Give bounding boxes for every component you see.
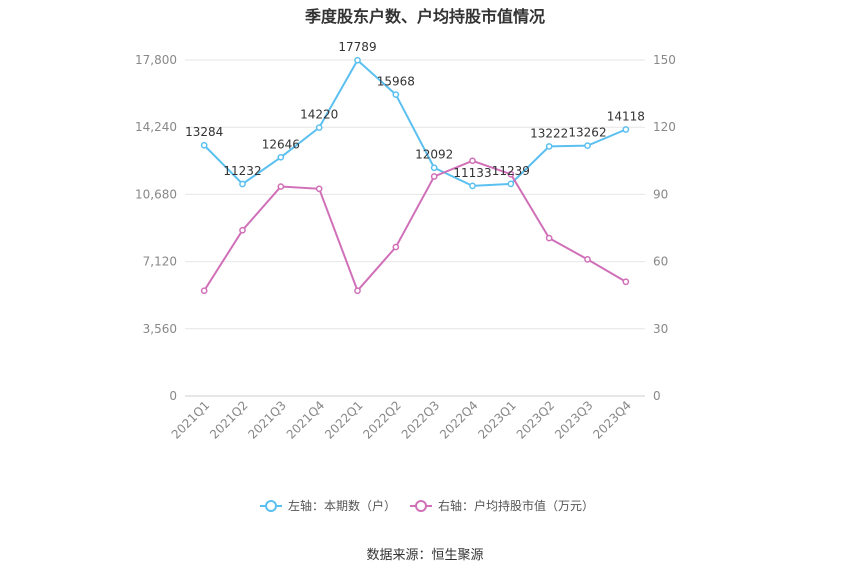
data-point [584,256,591,263]
data-point [277,153,285,161]
right-tick-label: 60 [653,255,668,269]
data-point [315,185,323,193]
source-note: 数据来源：恒生聚源 [366,548,484,563]
legend-label: 右轴：户均持股市值（万元） [438,498,594,513]
data-point [354,56,361,64]
right-tick-label: 30 [653,322,668,336]
right-tick-label: 90 [653,187,668,201]
series-line [203,58,627,187]
data-label: 12092 [415,148,453,162]
right-tick-label: 120 [653,120,676,134]
x-tick-label: 2023Q4 [590,398,634,442]
data-point [392,243,400,251]
left-tick-label: 17,800 [135,53,177,67]
x-tick-label: 2021Q3 [245,398,289,442]
left-tick-label: 14,240 [135,120,177,134]
data-label: 17789 [338,40,376,54]
data-point [200,287,208,295]
data-label: 15968 [377,75,415,89]
x-tick-label: 2021Q4 [284,398,328,442]
data-point [277,183,285,190]
data-point [430,164,438,172]
right-tick-label: 0 [653,389,661,403]
legend-marker [265,500,277,512]
data-point [239,226,246,234]
x-tick-label: 2021Q1 [169,398,213,442]
data-label: 14118 [607,110,645,124]
data-point [239,180,246,188]
data-point [354,287,361,295]
data-point [507,170,515,178]
data-point [430,173,438,180]
data-label: 13262 [568,126,606,140]
x-tick-label: 2022Q2 [360,398,404,442]
grid [185,59,645,397]
data-point [469,182,476,190]
data-point [469,157,476,165]
data-point [622,126,630,133]
series-line [203,159,627,293]
data-point [545,143,553,150]
legend-label: 左轴：本期数（户） [288,498,396,513]
left-y-axis: 0 3,560 7,120 10,680 14,240 17,800 [135,53,177,403]
series-points [200,56,630,295]
data-point [507,180,515,188]
data-point [315,124,323,131]
data-label: 12646 [262,137,300,151]
x-axis: 2021Q12021Q22021Q32021Q42022Q12022Q22022… [169,398,634,442]
left-tick-label: 10,680 [135,187,177,201]
data-point [622,278,630,286]
data-point [584,142,591,150]
x-tick-label: 2021Q2 [207,398,251,442]
data-label: 14220 [300,108,338,122]
data-label: 11239 [492,164,530,178]
legend[interactable]: 左轴：本期数（户） 右轴：户均持股市值（万元） [260,498,594,513]
x-tick-label: 2022Q4 [437,398,481,442]
data-point [545,234,553,242]
left-tick-label: 3,560 [143,322,177,336]
x-tick-label: 2022Q3 [399,398,443,442]
series-lines [203,58,627,293]
data-label: 13222 [530,126,568,140]
data-point [392,91,400,98]
x-tick-label: 2023Q3 [552,398,596,442]
left-tick-label: 0 [169,389,177,403]
right-tick-label: 150 [653,53,676,67]
x-tick-label: 2023Q1 [475,398,519,442]
data-label: 13284 [185,125,223,139]
x-tick-label: 2022Q1 [322,398,366,442]
legend-marker [415,500,427,512]
left-tick-label: 7,120 [143,255,177,269]
x-tick-label: 2023Q2 [514,398,558,442]
data-label: 11232 [223,164,261,178]
right-y-axis: 0 30 60 90 120 150 [653,53,676,403]
chart-title: 季度股东户数、户均持股市值情况 [304,7,545,26]
data-point [200,141,208,149]
data-label: 11133 [453,166,491,180]
